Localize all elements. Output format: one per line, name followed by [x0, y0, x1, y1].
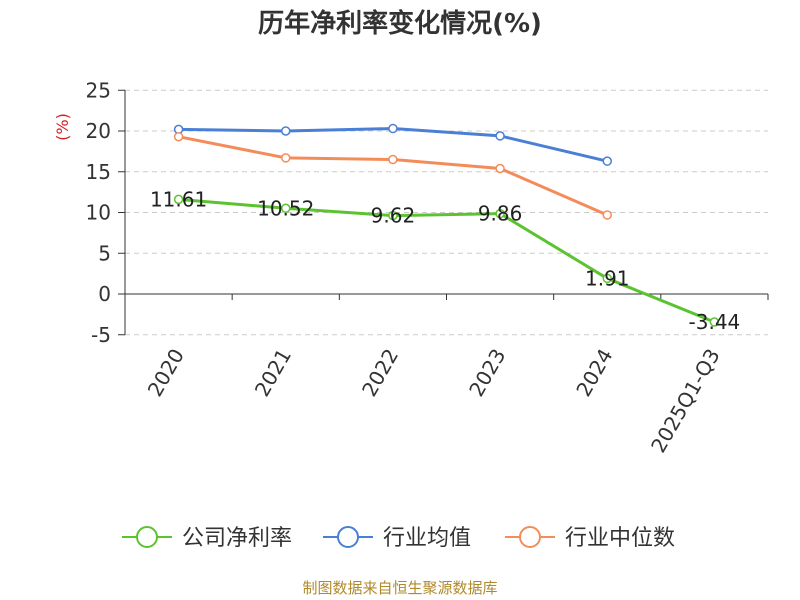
data-point	[709, 317, 720, 327]
data-point	[281, 203, 291, 214]
legend-label: 行业中位数	[565, 526, 675, 551]
legend-marker-icon	[136, 526, 158, 548]
legend-marker-icon	[337, 526, 359, 548]
x-tick-label: 2021	[250, 345, 296, 401]
legend-label: 行业均值	[383, 526, 471, 551]
y-axis-label: (%)	[53, 113, 72, 141]
x-tick-label: 2023	[464, 345, 510, 401]
axes: 25 20 15 10 5 0 -5 2020 2021 2022 2023 2024 2025Q1-Q…	[86, 78, 769, 457]
y-tick-label: 20	[86, 119, 111, 143]
grid-lines	[125, 89, 768, 336]
series-lines	[173, 123, 720, 327]
data-label: 10.52	[257, 196, 314, 220]
data-point	[388, 123, 398, 134]
legend-label: 公司净利率	[182, 526, 292, 551]
y-tick-label: 10	[86, 201, 111, 225]
x-tick-label: 2020	[143, 345, 189, 401]
data-label: 9.62	[371, 204, 416, 228]
y-tick-label: 15	[86, 160, 111, 184]
data-labels: 11.61 10.52 9.62 9.86 1.91 -3.44	[150, 187, 740, 334]
legend-item[interactable]: 行业均值	[323, 526, 471, 551]
legend-item[interactable]: 行业中位数	[505, 526, 675, 551]
data-label: -3.44	[689, 310, 741, 334]
legend[interactable]: 公司净利率 行业均值 行业中位数	[122, 526, 675, 551]
data-point	[602, 273, 612, 284]
source-note: 制图数据来自恒生聚源数据库	[302, 579, 497, 597]
data-point	[388, 154, 398, 165]
y-tick-label: 0	[98, 282, 111, 306]
data-point	[602, 210, 612, 220]
legend-marker-icon	[519, 526, 541, 548]
data-point	[281, 126, 291, 136]
data-label: 11.61	[150, 187, 207, 211]
x-tick-label: 2022	[357, 345, 403, 401]
x-tick-label: 2025Q1-Q3	[646, 345, 725, 457]
data-label: 1.91	[585, 266, 630, 290]
data-point	[173, 131, 184, 142]
y-tick-label: 5	[98, 241, 111, 265]
x-tick-label: 2024	[571, 345, 617, 401]
y-tick-label: 25	[86, 78, 111, 102]
data-label: 9.86	[478, 202, 523, 226]
data-point	[495, 163, 505, 174]
data-point	[495, 208, 505, 219]
y-tick-label: -5	[91, 323, 111, 347]
series-line	[178, 197, 715, 324]
data-point	[281, 153, 291, 163]
data-point	[173, 194, 184, 205]
data-point	[602, 156, 612, 166]
chart-title: 历年净利率变化情况(%)	[258, 8, 542, 39]
data-point	[495, 131, 505, 141]
legend-item[interactable]: 公司净利率	[122, 526, 292, 551]
data-point	[388, 210, 398, 221]
